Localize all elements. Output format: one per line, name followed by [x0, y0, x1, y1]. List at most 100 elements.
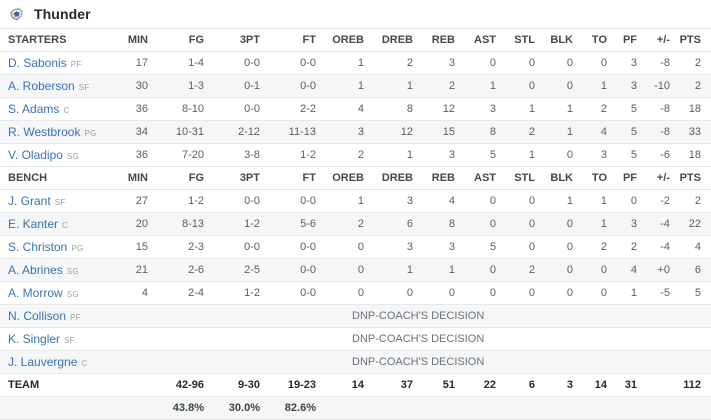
column-header-plusminus: +/-: [641, 166, 674, 190]
stat-cell: 3: [368, 189, 417, 213]
player-cell: D. Sabonis PF: [0, 51, 108, 75]
column-header-plusminus: +/-: [641, 28, 674, 52]
player-cell: A. Roberson SF: [0, 74, 108, 98]
stat-cell: 2: [500, 120, 539, 144]
stat-cell: 42-96: [152, 373, 208, 397]
column-header-min: MIN: [108, 28, 152, 52]
stat-cell: 5: [459, 235, 500, 259]
stat-cell: 0: [500, 235, 539, 259]
stat-cell: 14: [577, 373, 611, 397]
stat-cell: 1: [500, 143, 539, 167]
player-link[interactable]: S. Christon: [8, 240, 68, 254]
player-link[interactable]: A. Roberson: [8, 79, 75, 93]
dnp-row: N. Collison PF DNP-COACH'S DECISION: [0, 304, 711, 328]
stat-cell: 1-3: [152, 74, 208, 98]
starters-header-row: STARTERS MIN FG 3PT FT OREB DREB REB AST…: [0, 28, 711, 52]
player-link[interactable]: A. Morrow: [8, 286, 63, 300]
table-row: J. Grant SF 27 1-2 0-0 0-0 1 3 4 0 0 1 1 0 -2 2: [0, 189, 711, 213]
player-link[interactable]: R. Westbrook: [8, 125, 81, 139]
column-header-ast: AST: [459, 28, 500, 52]
stat-cell: 3: [611, 74, 641, 98]
table-row: D. Sabonis PF 17 1-4 0-0 0-0 1 2 3 0 0 0 0 3 -8 2: [0, 51, 711, 75]
stat-cell: -4: [641, 212, 674, 236]
stat-cell: 31: [611, 373, 641, 397]
player-link[interactable]: E. Kanter: [8, 217, 59, 231]
stat-cell: 0: [459, 212, 500, 236]
stat-cell: 2: [674, 189, 711, 213]
player-position: PG: [84, 129, 97, 138]
stat-cell: 3: [539, 373, 577, 397]
player-position: SG: [66, 267, 79, 276]
stat-cell: 0-0: [264, 74, 320, 98]
stat-cell: 2: [320, 143, 368, 167]
stat-cell: 6: [674, 258, 711, 282]
stat-cell: 3: [577, 143, 611, 167]
stat-cell: 3: [417, 235, 459, 259]
stat-cell: 18: [674, 143, 711, 167]
stat-cell: 0-0: [208, 235, 264, 259]
player-link[interactable]: D. Sabonis: [8, 56, 67, 70]
player-link[interactable]: J. Grant: [8, 194, 51, 208]
stat-cell: 2-4: [152, 281, 208, 305]
stat-cell: 1: [539, 120, 577, 144]
stat-cell: 3-8: [208, 143, 264, 167]
table-row: E. Kanter C 20 8-13 1-2 5-6 2 6 8 0 0 0 1 3 -4 22: [0, 212, 711, 236]
player-position: SF: [54, 198, 66, 207]
player-position: C: [62, 221, 69, 230]
bench-section: BENCH MIN FG 3PT FT OREB DREB REB AST ST…: [0, 166, 711, 374]
stat-cell: 18: [674, 97, 711, 121]
totals-section: TEAM 42-96 9-30 19-23 14 37 51 22 6 3 14…: [0, 373, 711, 420]
stat-cell: 0: [539, 258, 577, 282]
stat-cell: 1: [368, 74, 417, 98]
stat-cell: 0: [500, 281, 539, 305]
stat-cell: -6: [641, 143, 674, 167]
stat-cell: -8: [641, 120, 674, 144]
stat-cell: 14: [320, 373, 368, 397]
player-link[interactable]: J. Lauvergne: [8, 355, 78, 369]
stat-cell: 0-0: [264, 235, 320, 259]
player-link[interactable]: N. Collison: [8, 309, 67, 323]
stat-cell: 8: [459, 120, 500, 144]
stat-cell: -4: [641, 235, 674, 259]
player-link[interactable]: K. Singler: [8, 332, 61, 346]
stat-cell: 0-0: [208, 97, 264, 121]
stat-cell: 0: [539, 212, 577, 236]
percentages-row: 43.8% 30.0% 82.6%: [0, 396, 711, 420]
stat-cell: 2: [417, 74, 459, 98]
stat-cell: 2-12: [208, 120, 264, 144]
stat-cell: 17: [108, 51, 152, 75]
stat-cell: 1-2: [208, 212, 264, 236]
column-header-to: TO: [577, 28, 611, 52]
stat-cell: 1: [577, 189, 611, 213]
team-totals-label: TEAM: [0, 373, 108, 397]
stat-cell: 8: [368, 97, 417, 121]
stat-cell: 0: [539, 143, 577, 167]
stat-cell: 0: [611, 189, 641, 213]
table-row: A. Roberson SF 30 1-3 0-1 0-0 1 1 2 1 0 0 1 3 -10 2: [0, 74, 711, 98]
column-header-pts: PTS: [674, 166, 711, 190]
player-link[interactable]: S. Adams: [8, 102, 60, 116]
stat-cell: 2: [674, 51, 711, 75]
stat-cell: 5: [611, 97, 641, 121]
player-position: SG: [66, 152, 80, 161]
column-header-3pt: 3PT: [208, 166, 264, 190]
table-row: S. Adams C 36 8-10 0-0 2-2 4 8 12 3 1 1 2 5 -8 18: [0, 97, 711, 121]
player-position: PF: [70, 313, 81, 322]
table-row: A. Abrines SG 21 2-6 2-5 0-0 0 1 1 0 2 0 0 4 +0 6: [0, 258, 711, 282]
stat-cell: 1-2: [264, 143, 320, 167]
stat-cell: 0: [459, 281, 500, 305]
team-totals-row: TEAM 42-96 9-30 19-23 14 37 51 22 6 3 14…: [0, 373, 711, 397]
player-link[interactable]: A. Abrines: [8, 263, 63, 277]
stat-cell: +0: [641, 258, 674, 282]
player-link[interactable]: V. Oladipo: [8, 148, 63, 162]
empty-cell: [577, 396, 611, 420]
table-row: A. Morrow SG 4 2-4 1-2 0-0 0 0 0 0 0 0 0 1 -5 5: [0, 281, 711, 305]
stat-cell: 1: [539, 189, 577, 213]
stat-cell: 7-20: [152, 143, 208, 167]
stat-cell: 2-3: [152, 235, 208, 259]
team-name-link[interactable]: Thunder: [34, 6, 91, 22]
player-position: SF: [64, 336, 75, 345]
stat-cell: [108, 373, 152, 397]
stat-cell: 0: [577, 51, 611, 75]
stat-cell: 5-6: [264, 212, 320, 236]
